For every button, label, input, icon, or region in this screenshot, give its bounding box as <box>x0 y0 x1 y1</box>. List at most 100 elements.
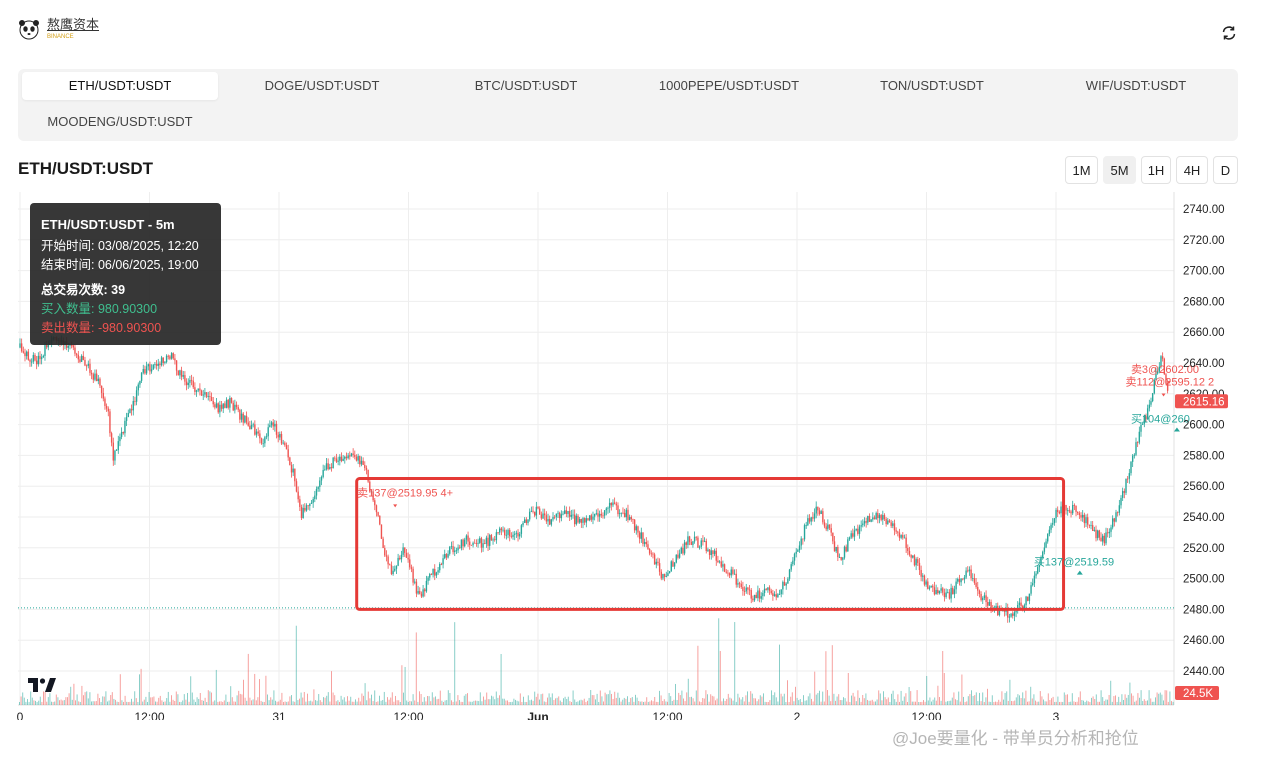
refresh-icon[interactable] <box>1220 24 1238 42</box>
price-chart[interactable]: 卖137@2519.95 4+ 买137@2519.59 卖3@2602.00卖11… <box>0 190 1280 720</box>
candle <box>1055 509 1057 519</box>
timeframe-4h-button[interactable]: 4H <box>1176 156 1208 184</box>
tab-1000pepe[interactable]: 1000PEPE/USDT:USDT <box>658 78 800 93</box>
candle <box>710 550 712 556</box>
candle <box>380 524 383 539</box>
volume-bar <box>918 701 920 705</box>
volume-bar <box>398 700 400 705</box>
volume-bar <box>361 693 363 705</box>
volume-bar <box>427 696 428 705</box>
candle <box>1135 442 1137 455</box>
volume-bar <box>406 700 408 705</box>
brand-name[interactable]: 熬鹰资本 <box>47 17 100 32</box>
candle <box>653 554 656 565</box>
candle <box>752 598 754 601</box>
candle <box>738 583 741 585</box>
volume-bar <box>94 701 96 705</box>
y-tick-label: 2660.00 <box>1183 327 1225 339</box>
candle <box>808 518 811 522</box>
volume-bar <box>940 700 942 705</box>
volume-bar <box>854 696 856 705</box>
volume-bar <box>801 701 803 705</box>
volume-bar <box>663 699 665 705</box>
candle <box>394 568 396 571</box>
timeframe-d-button[interactable]: D <box>1213 156 1238 184</box>
candle <box>873 517 876 520</box>
tab-btc[interactable]: BTC/USDT:USDT <box>474 78 578 93</box>
volume-bar <box>465 694 467 705</box>
volume-bar <box>380 700 382 705</box>
candle <box>917 559 919 563</box>
timeframe-1m-button[interactable]: 1M <box>1065 156 1098 184</box>
candle <box>727 572 729 574</box>
volume-bar <box>1153 701 1155 705</box>
timeframe-5m-button[interactable]: 5M <box>1103 156 1136 184</box>
volume-bar <box>811 698 812 705</box>
volume-bar <box>748 701 750 705</box>
volume-bar <box>303 691 305 705</box>
candle <box>573 514 576 525</box>
volume-bar <box>753 698 755 705</box>
volume-bar <box>175 691 177 705</box>
volume-bar <box>339 701 340 705</box>
volume-bar <box>862 694 864 705</box>
volume-bar <box>718 618 720 705</box>
candle <box>157 363 159 366</box>
volume-bar <box>919 701 921 705</box>
volume-bar <box>743 701 745 705</box>
volume-bar <box>702 698 704 705</box>
tab-eth[interactable]: ETH/USDT:USDT <box>22 72 218 100</box>
volume-bar <box>311 701 313 705</box>
candle <box>570 514 573 517</box>
candle <box>447 553 449 558</box>
candle <box>830 528 832 533</box>
volume-bar <box>1044 701 1046 705</box>
volume-bar <box>998 699 1000 705</box>
tab-doge[interactable]: DOGE/USDT:USDT <box>264 78 380 93</box>
candle <box>365 467 368 470</box>
candle <box>337 460 339 462</box>
candle <box>1133 454 1136 456</box>
candle <box>840 557 842 560</box>
candle <box>1123 491 1126 493</box>
volume-bar <box>419 691 420 705</box>
timeframe-1h-button[interactable]: 1H <box>1141 156 1171 184</box>
candle <box>459 547 461 549</box>
volume-bar <box>1092 696 1094 705</box>
volume-bar <box>1134 701 1136 705</box>
volume-bar <box>684 701 686 705</box>
candle <box>230 397 233 403</box>
volume-bar <box>1017 694 1019 705</box>
volume-bar <box>1129 682 1131 705</box>
volume-bar <box>689 697 691 705</box>
volume-bar <box>1113 696 1115 705</box>
candle <box>510 536 513 538</box>
tab-wif[interactable]: WIF/USDT:USDT <box>1085 78 1187 93</box>
volume-bar <box>958 691 960 705</box>
candle <box>142 369 144 373</box>
candle <box>747 587 749 590</box>
volume-bar <box>377 701 379 705</box>
volume-bar <box>364 683 366 705</box>
candle <box>160 357 163 366</box>
tab-moodeng[interactable]: MOODENG/USDT:USDT <box>47 114 193 129</box>
candle <box>575 515 578 525</box>
volume-bar <box>686 692 688 705</box>
volume-bar <box>635 694 636 705</box>
tab-ton[interactable]: TON/USDT:USDT <box>880 78 984 93</box>
candle <box>375 505 378 513</box>
candle <box>693 536 696 542</box>
volume-bar <box>887 697 889 705</box>
volume-bar <box>300 692 302 705</box>
volume-bar <box>185 699 187 705</box>
candle <box>1008 616 1011 618</box>
volume-bar <box>447 690 449 705</box>
volume-bar <box>884 697 886 705</box>
volume-bar <box>404 666 406 705</box>
candle <box>945 592 947 598</box>
candle <box>404 547 406 553</box>
candle <box>880 515 882 520</box>
volume-bar <box>535 696 537 705</box>
x-tick-label: 31 <box>272 710 286 720</box>
buy-trade-label: 买104@260 <box>1131 412 1190 425</box>
